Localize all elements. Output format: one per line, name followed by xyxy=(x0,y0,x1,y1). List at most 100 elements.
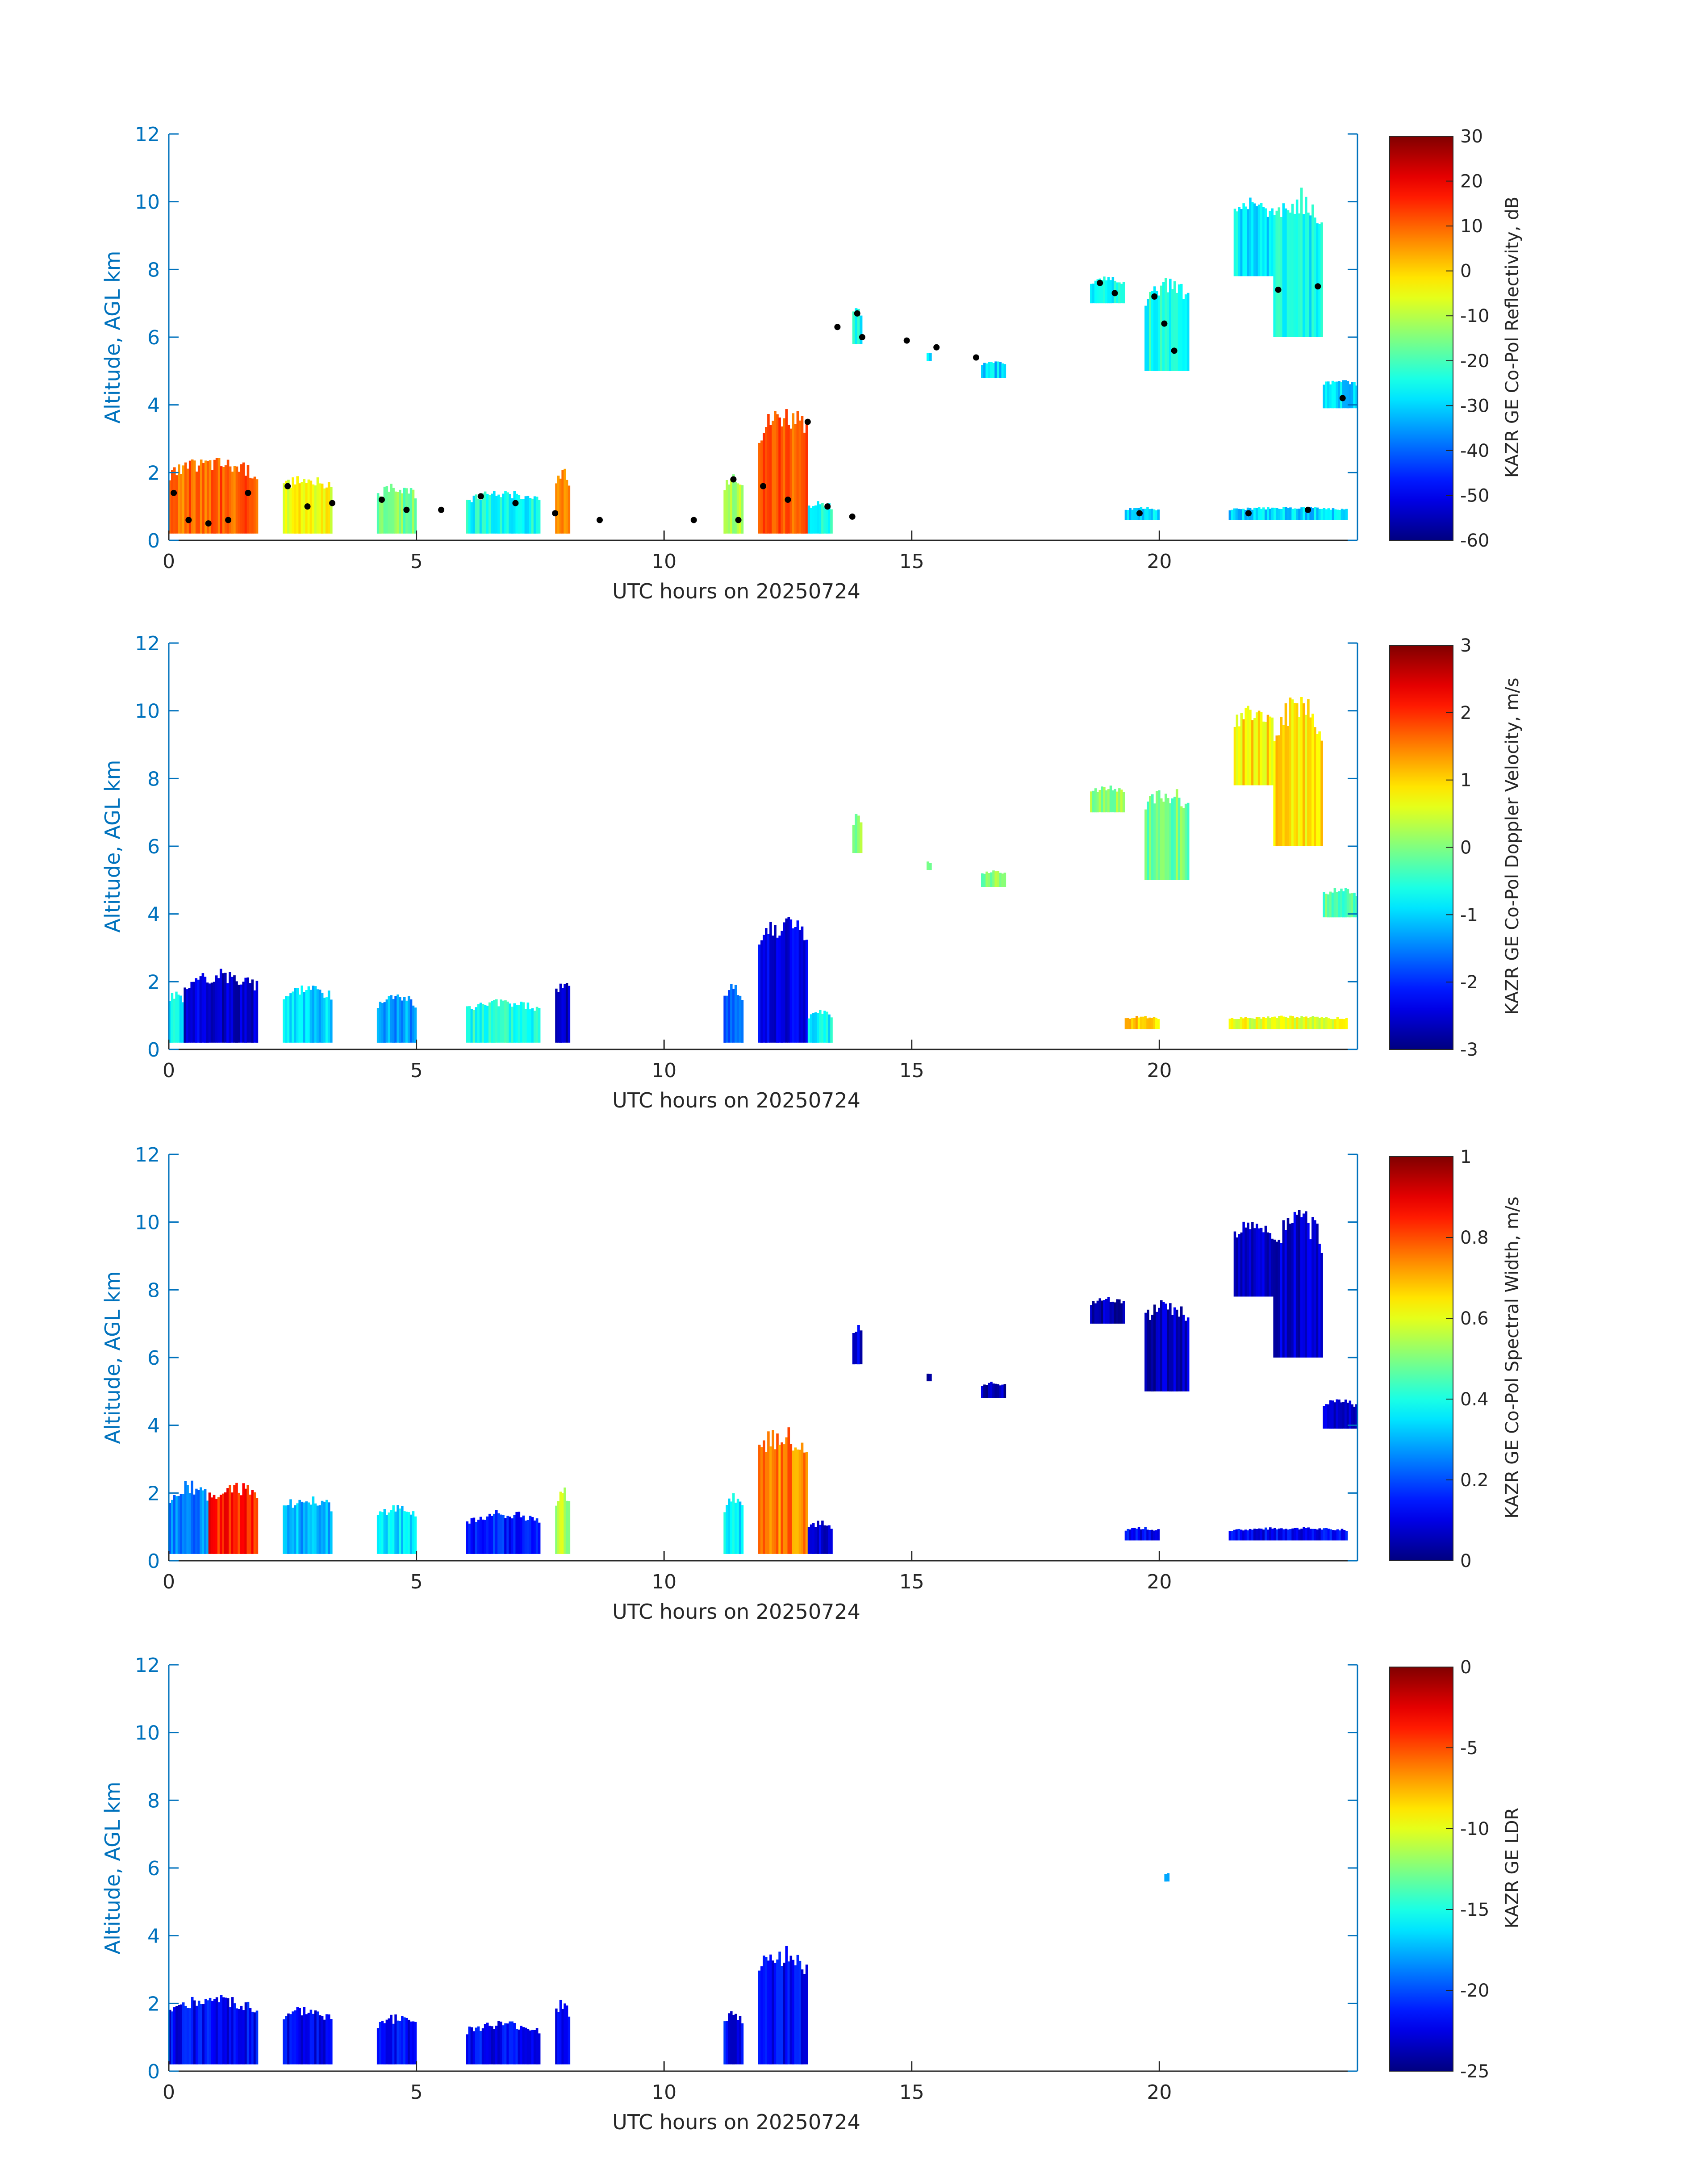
echo-stripe xyxy=(1246,1018,1249,1029)
x-axis-label: UTC hours on 20250724 xyxy=(612,1088,860,1112)
echo-region xyxy=(723,2011,744,2064)
echo-stripe xyxy=(1267,1016,1270,1029)
echo-stripe xyxy=(217,2002,221,2064)
echo-stripe xyxy=(481,1004,484,1043)
echo-stripe xyxy=(1153,1304,1156,1391)
echo-stripe xyxy=(796,920,799,1043)
cloud-base-marker xyxy=(1275,286,1282,293)
echo-stripe xyxy=(513,491,516,534)
echo-stripe xyxy=(1314,507,1317,520)
echo-stripe xyxy=(379,2022,382,2064)
echo-stripe xyxy=(565,983,568,1043)
echo-stripe xyxy=(1291,699,1294,846)
echo-stripe xyxy=(506,492,509,534)
echo-stripe xyxy=(726,1505,728,1554)
echo-stripe xyxy=(195,1488,198,1554)
echo-stripe xyxy=(327,990,330,1043)
echo-region xyxy=(1273,1210,1323,1358)
echo-stripe xyxy=(1274,507,1276,520)
y-tick-label: 6 xyxy=(147,1347,160,1370)
echo-stripe xyxy=(1127,1018,1129,1029)
echo-stripe xyxy=(1327,508,1330,520)
colorbar-tick-label: -25 xyxy=(1460,2061,1489,2082)
echo-stripe xyxy=(180,474,183,534)
echo-stripe xyxy=(169,480,171,534)
echo-stripe xyxy=(407,493,410,534)
echo-stripe xyxy=(538,1522,541,1554)
echo-stripe xyxy=(251,2011,254,2064)
echo-stripe xyxy=(255,2010,259,2064)
echo-stripe xyxy=(376,2028,380,2064)
echo-stripe xyxy=(175,991,178,1043)
echo-stripe xyxy=(178,464,180,534)
echo-stripe xyxy=(515,1512,518,1554)
echo-stripe xyxy=(475,494,478,534)
echo-stripe xyxy=(204,1999,207,2064)
echo-stripe xyxy=(723,2021,726,2064)
echo-stripe xyxy=(1149,292,1152,371)
echo-stripe xyxy=(565,1500,568,1554)
echo-stripe xyxy=(1096,279,1099,304)
echo-stripe xyxy=(787,1961,790,2064)
echo-stripe xyxy=(323,1501,326,1554)
echo-stripe xyxy=(1257,507,1261,520)
panel-1: 0 2 4 6 8 10 12 0 5 10 15 20 UTC hours on 20250724 Al… xyxy=(100,123,1523,603)
echo-stripe xyxy=(1003,1384,1006,1398)
echo-stripe xyxy=(200,1487,202,1554)
echo-stripe xyxy=(283,999,285,1043)
echo-stripe xyxy=(409,2021,413,2064)
echo-region xyxy=(283,2007,333,2064)
echo-stripe xyxy=(292,1508,294,1554)
echo-stripe xyxy=(238,985,240,1043)
y-axis-label: Altitude, AGL km xyxy=(100,1781,125,1954)
echo-stripe xyxy=(292,991,294,1043)
cloud-base-marker xyxy=(438,506,445,513)
echo-stripe xyxy=(1294,508,1296,520)
echo-stripe xyxy=(1305,1016,1307,1029)
echo-stripe xyxy=(1331,1400,1334,1429)
echo-stripe xyxy=(1133,1528,1136,1541)
echo-stripe xyxy=(855,308,858,344)
cloud-base-marker xyxy=(378,497,385,503)
echo-stripe xyxy=(857,815,860,853)
echo-stripe xyxy=(186,468,189,534)
echo-stripe xyxy=(1309,717,1312,846)
echo-stripe xyxy=(1323,384,1325,409)
echo-stripe xyxy=(1236,715,1239,786)
echo-stripe xyxy=(229,466,232,534)
echo-stripe xyxy=(1155,1530,1158,1541)
colorbar-tick-label: -60 xyxy=(1460,531,1489,551)
echo-stripe xyxy=(1150,1018,1153,1029)
echo-stripe xyxy=(1157,1529,1160,1541)
echo-stripe xyxy=(1178,1316,1181,1391)
echo-stripe xyxy=(289,2014,292,2064)
echo-region xyxy=(555,2000,571,2064)
echo-stripe xyxy=(1240,509,1243,520)
echo-stripe xyxy=(215,1997,218,2064)
echo-stripe xyxy=(812,1523,815,1554)
echo-stripe xyxy=(233,1485,236,1554)
echo-stripe xyxy=(728,2013,731,2064)
cloud-base-marker xyxy=(1171,347,1178,354)
echo-stripe xyxy=(1329,510,1332,520)
cloud-base-marker xyxy=(1136,510,1143,517)
echo-stripe xyxy=(723,490,726,534)
y-tick-label: 6 xyxy=(147,1857,160,1880)
echo-stripe xyxy=(1278,207,1281,337)
echo-stripe xyxy=(1291,509,1294,520)
echo-stripe xyxy=(1336,381,1338,409)
colorbar-tick-label: -5 xyxy=(1460,1738,1478,1759)
echo-stripe xyxy=(1237,509,1240,520)
colorbar-tick-label: 0.4 xyxy=(1460,1389,1489,1410)
echo-stripe xyxy=(1340,888,1343,918)
echo-stripe xyxy=(1244,1227,1247,1297)
echo-stripe xyxy=(325,997,328,1043)
echo-stripe xyxy=(994,1383,997,1398)
echo-stripe xyxy=(1318,509,1321,520)
echo-stripe xyxy=(233,466,236,534)
echo-stripe xyxy=(1336,1399,1338,1429)
echo-stripe xyxy=(318,2015,322,2064)
echo-stripe xyxy=(529,498,532,534)
echo-stripe xyxy=(1122,282,1125,304)
echo-stripe xyxy=(1092,284,1095,304)
